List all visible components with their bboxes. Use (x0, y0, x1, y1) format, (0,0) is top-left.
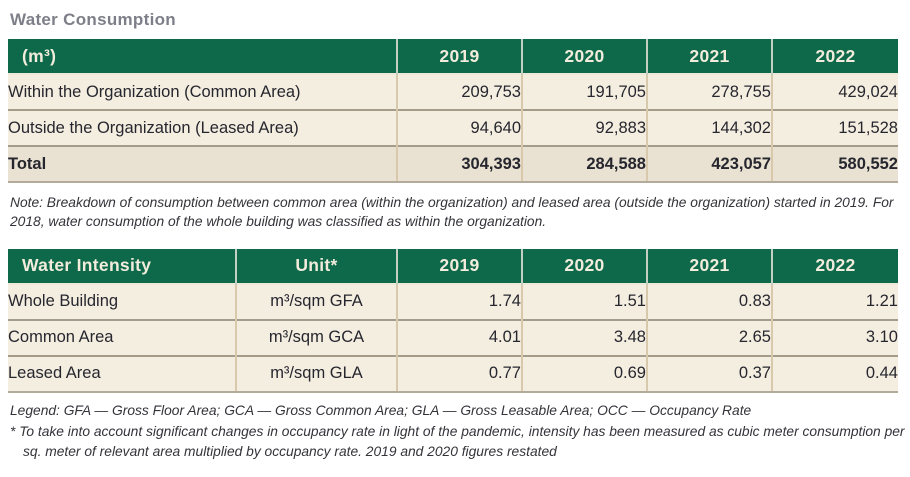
value-cell: 4.01 (396, 318, 522, 356)
value-cell: 151,528 (771, 109, 898, 146)
value-cell: 1.74 (396, 282, 522, 320)
value-cell: 3.48 (521, 318, 647, 356)
unit-cell: m³/sqm GCA (235, 318, 397, 356)
spacer (8, 232, 900, 249)
row-label: Outside the Organization (Leased Area) (8, 109, 397, 146)
unit-cell: m³/sqm GLA (235, 354, 397, 393)
consumption-table-body: Within the Organization (Common Area) 20… (8, 73, 898, 183)
year-header-2021: 2021 (646, 248, 772, 284)
year-header-2019: 2019 (396, 248, 522, 284)
value-cell: 0.83 (646, 282, 772, 320)
year-header-2022: 2022 (771, 39, 898, 74)
value-cell: 0.44 (771, 354, 898, 393)
value-cell: 3.10 (771, 318, 898, 356)
total-value-cell: 304,393 (396, 145, 522, 183)
total-value-cell: 284,588 (521, 145, 647, 183)
value-cell: 429,024 (771, 73, 898, 110)
value-cell: 144,302 (646, 109, 772, 146)
total-value-cell: 423,057 (646, 145, 772, 183)
value-cell: 94,640 (396, 109, 522, 146)
table-row-total: Total 304,393 284,588 423,057 580,552 (8, 145, 898, 183)
row-label: Leased Area (8, 354, 236, 393)
value-cell: 1.51 (521, 282, 647, 320)
table-row-whole-building: Whole Building m³/sqm GFA 1.74 1.51 0.83… (8, 282, 898, 320)
value-cell: 191,705 (521, 73, 647, 110)
table-row-within-organization: Within the Organization (Common Area) 20… (8, 73, 898, 110)
header-row: Water Intensity Unit* 2019 2020 2021 202… (8, 248, 898, 284)
year-header-2020: 2020 (521, 39, 647, 74)
table-row-common-area: Common Area m³/sqm GCA 4.01 3.48 2.65 3.… (8, 318, 898, 356)
value-cell: 0.37 (646, 354, 772, 393)
year-header-2019: 2019 (396, 39, 522, 74)
value-cell: 2.65 (646, 318, 772, 356)
water-consumption-table: (m³) 2019 2020 2021 2022 Within the Orga… (8, 39, 898, 183)
row-label: Within the Organization (Common Area) (8, 73, 397, 110)
row-label: Common Area (8, 318, 236, 356)
intensity-table-header: Water Intensity Unit* 2019 2020 2021 202… (8, 248, 898, 284)
value-cell: 0.69 (521, 354, 647, 393)
water-intensity-table: Water Intensity Unit* 2019 2020 2021 202… (8, 248, 898, 393)
unit-header-cell: Unit* (235, 248, 397, 284)
table-row-outside-organization: Outside the Organization (Leased Area) 9… (8, 109, 898, 146)
value-cell: 1.21 (771, 282, 898, 320)
year-header-2020: 2020 (521, 248, 647, 284)
row-label: Whole Building (8, 282, 236, 320)
footnote-text: * To take into account significant chang… (10, 424, 905, 459)
value-cell: 0.77 (396, 354, 522, 393)
value-cell: 209,753 (396, 73, 522, 110)
table-row-leased-area: Leased Area m³/sqm GLA 0.77 0.69 0.37 0.… (8, 354, 898, 393)
intensity-header-cell: Water Intensity (8, 248, 236, 284)
unit-cell: m³/sqm GFA (235, 282, 397, 320)
header-row: (m³) 2019 2020 2021 2022 (8, 39, 898, 74)
page-title: Water Consumption (10, 10, 176, 29)
consumption-table-header: (m³) 2019 2020 2021 2022 (8, 39, 898, 74)
value-cell: 92,883 (521, 109, 647, 146)
total-value-cell: 580,552 (771, 145, 898, 183)
year-header-2022: 2022 (771, 248, 898, 284)
unit-header-cell: (m³) (8, 39, 397, 74)
intensity-table-body: Whole Building m³/sqm GFA 1.74 1.51 0.83… (8, 282, 898, 393)
consumption-note: Note: Breakdown of consumption between c… (10, 195, 894, 230)
total-label: Total (8, 145, 397, 183)
year-header-2021: 2021 (646, 39, 772, 74)
legend-text: Legend: GFA — Gross Floor Area; GCA — Gr… (10, 402, 752, 418)
value-cell: 278,755 (646, 73, 772, 110)
